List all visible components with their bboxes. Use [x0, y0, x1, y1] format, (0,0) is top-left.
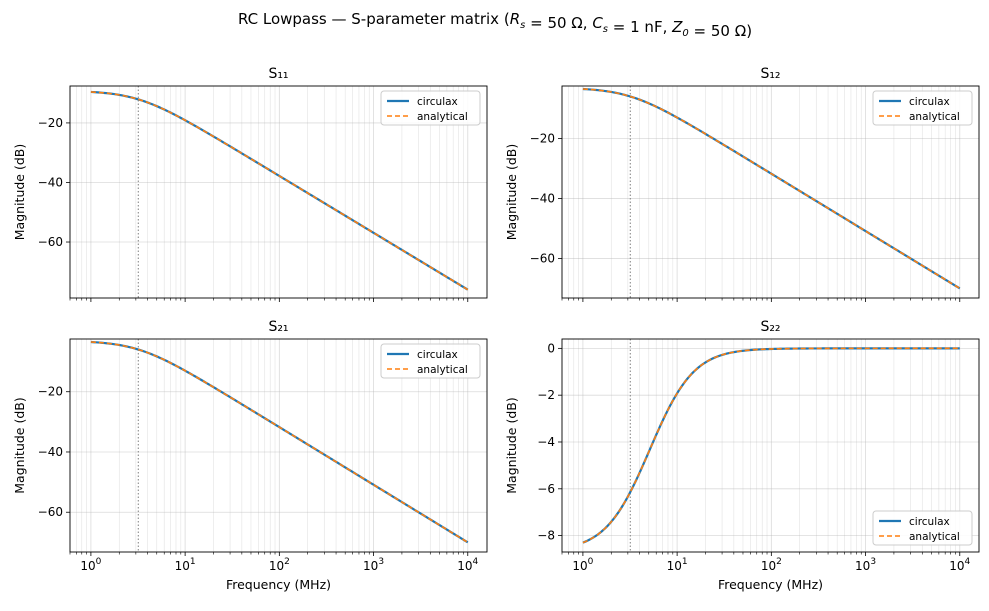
y-tick-label: −40 [38, 175, 63, 189]
legend: circulax analytical [872, 510, 973, 546]
axes-frame [561, 85, 980, 299]
x-axis-label: Frequency (MHz) [718, 577, 823, 592]
y-tick-label: −20 [38, 385, 63, 399]
y-axis-label: Magnitude (dB) [504, 144, 519, 240]
x-tick-label: 101 [175, 557, 196, 573]
legend-label-analytical: analytical [909, 531, 960, 543]
y-axis-label: Magnitude (dB) [12, 144, 27, 240]
y-tick-label: −20 [530, 131, 555, 145]
subplot-title: S₂₂ [760, 319, 780, 335]
y-tick-label: 0 [547, 341, 555, 355]
figure-title: RC Lowpass — S-parameter matrix (Rs = 50… [238, 10, 752, 40]
y-tick-label: −8 [537, 529, 555, 543]
axes-frame [561, 338, 980, 553]
y-tick-label: −60 [38, 505, 63, 519]
series-analytical-line [90, 341, 469, 544]
x-tick-label: 101 [667, 557, 688, 573]
legend: circulax analytical [380, 343, 481, 379]
x-tick-label: 104 [457, 557, 478, 573]
series-analytical-line [90, 91, 469, 291]
legend: circulax analytical [872, 90, 973, 126]
x-tick-label: 104 [949, 557, 970, 573]
legend-label-analytical: analytical [417, 111, 468, 123]
legend-label-analytical: analytical [909, 111, 960, 123]
y-tick-label: −40 [38, 445, 63, 459]
subplot-3: 100 101 102 103 104 −20 −40 −60 S₂₁ Magnitude (dB… [12, 319, 488, 592]
subplot-1: −20 −40 −60 S₁₁ Magnitude (dB) circulax analyt… [12, 66, 488, 302]
legend: circulax analytical [380, 90, 481, 126]
y-tick-label: −40 [530, 191, 555, 205]
y-axis-label: Magnitude (dB) [12, 397, 27, 493]
legend-label-circulax: circulax [909, 96, 950, 108]
subplot-title: S₂₁ [268, 319, 288, 335]
subplot-2: −20 −40 −60 S₁₂ Magnitude (dB) circulax analyt… [504, 66, 980, 302]
axes-frame [69, 338, 488, 553]
y-tick-label: −2 [537, 388, 555, 402]
legend-label-analytical: analytical [417, 364, 468, 376]
axes-frame [69, 85, 488, 299]
legend-label-circulax: circulax [417, 96, 458, 108]
x-tick-label: 102 [269, 557, 290, 573]
y-tick-label: −20 [38, 116, 63, 130]
subplot-title: S₁₂ [760, 66, 780, 82]
y-tick-label: −60 [38, 235, 63, 249]
x-axis-label: Frequency (MHz) [226, 577, 331, 592]
x-tick-label: 103 [855, 557, 876, 573]
y-axis-label: Magnitude (dB) [504, 397, 519, 493]
legend-label-circulax: circulax [909, 516, 950, 528]
series-analytical-line [582, 88, 961, 290]
series-analytical-line [582, 347, 960, 544]
y-tick-label: −4 [537, 435, 555, 449]
y-tick-label: −60 [530, 251, 555, 265]
subplot-4: 100 101 102 103 104 0 −2 −4 −6 −8 S₂₂ Magnitude (dB… [504, 319, 980, 592]
legend-label-circulax: circulax [417, 349, 458, 361]
x-tick-label: 100 [572, 557, 593, 573]
x-tick-label: 103 [363, 557, 384, 573]
x-tick-label: 102 [761, 557, 782, 573]
subplot-title: S₁₁ [268, 66, 288, 82]
y-tick-label: −6 [537, 482, 555, 496]
x-tick-label: 100 [80, 557, 101, 573]
